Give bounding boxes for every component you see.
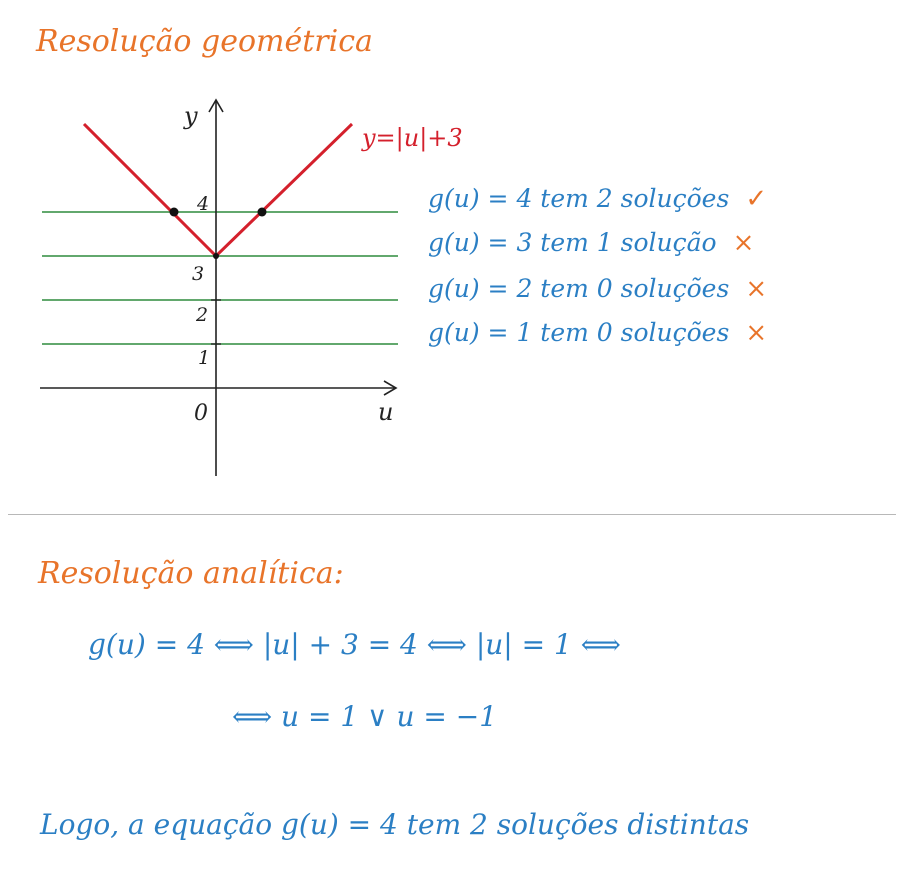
- tick-label-1: 1: [198, 347, 210, 369]
- x-axis-arrow: [383, 380, 398, 396]
- solution-text: g(u) = 4 tem 2 soluções: [428, 184, 730, 213]
- analytic-title: Resolução analítica:: [38, 556, 344, 591]
- x-axis-label: u: [378, 398, 393, 426]
- origin-label: 0: [194, 401, 208, 426]
- tick-label-4: 4: [196, 193, 209, 215]
- intersection-right: [257, 207, 267, 217]
- tick-label-2: 2: [195, 304, 208, 326]
- solution-text: g(u) = 2 tem 0 soluções: [428, 274, 730, 303]
- y-axis-label: y: [183, 102, 198, 130]
- solution-row-4: g(u) = 1 tem 0 soluções ×: [428, 318, 767, 348]
- solution-row-2: g(u) = 3 tem 1 solução ×: [428, 228, 754, 258]
- function-graph: y u 0 4 3 2 1 y=|u|+3: [40, 98, 463, 476]
- check-icon: ✓: [745, 184, 768, 214]
- solution-row-1: g(u) = 4 tem 2 soluções ✓: [428, 184, 767, 214]
- function-label: y=|u|+3: [361, 124, 463, 153]
- conclusion-text: Logo, a equação g(u) = 4 tem 2 soluções …: [40, 808, 750, 841]
- tick-label-3: 3: [192, 263, 204, 285]
- function-curve: [82, 122, 354, 258]
- geometric-title: Resolução geométrica: [36, 24, 373, 59]
- section-divider: [8, 514, 896, 515]
- y-axis-arrow: [208, 98, 224, 113]
- solution-text: g(u) = 3 tem 1 solução: [428, 228, 717, 257]
- cross-icon: ×: [745, 274, 768, 304]
- cross-icon: ×: [732, 228, 755, 258]
- equation-line-1: g(u) = 4 ⟺ |u| + 3 = 4 ⟺ |u| = 1 ⟺: [88, 628, 621, 661]
- cross-icon: ×: [745, 318, 768, 348]
- solution-text: g(u) = 1 tem 0 soluções: [428, 318, 730, 347]
- intersection-left: [169, 207, 179, 217]
- solution-row-3: g(u) = 2 tem 0 soluções ×: [428, 274, 767, 304]
- equation-line-2: ⟺ u = 1 ∨ u = −1: [232, 700, 498, 733]
- vertex-point: [213, 253, 219, 259]
